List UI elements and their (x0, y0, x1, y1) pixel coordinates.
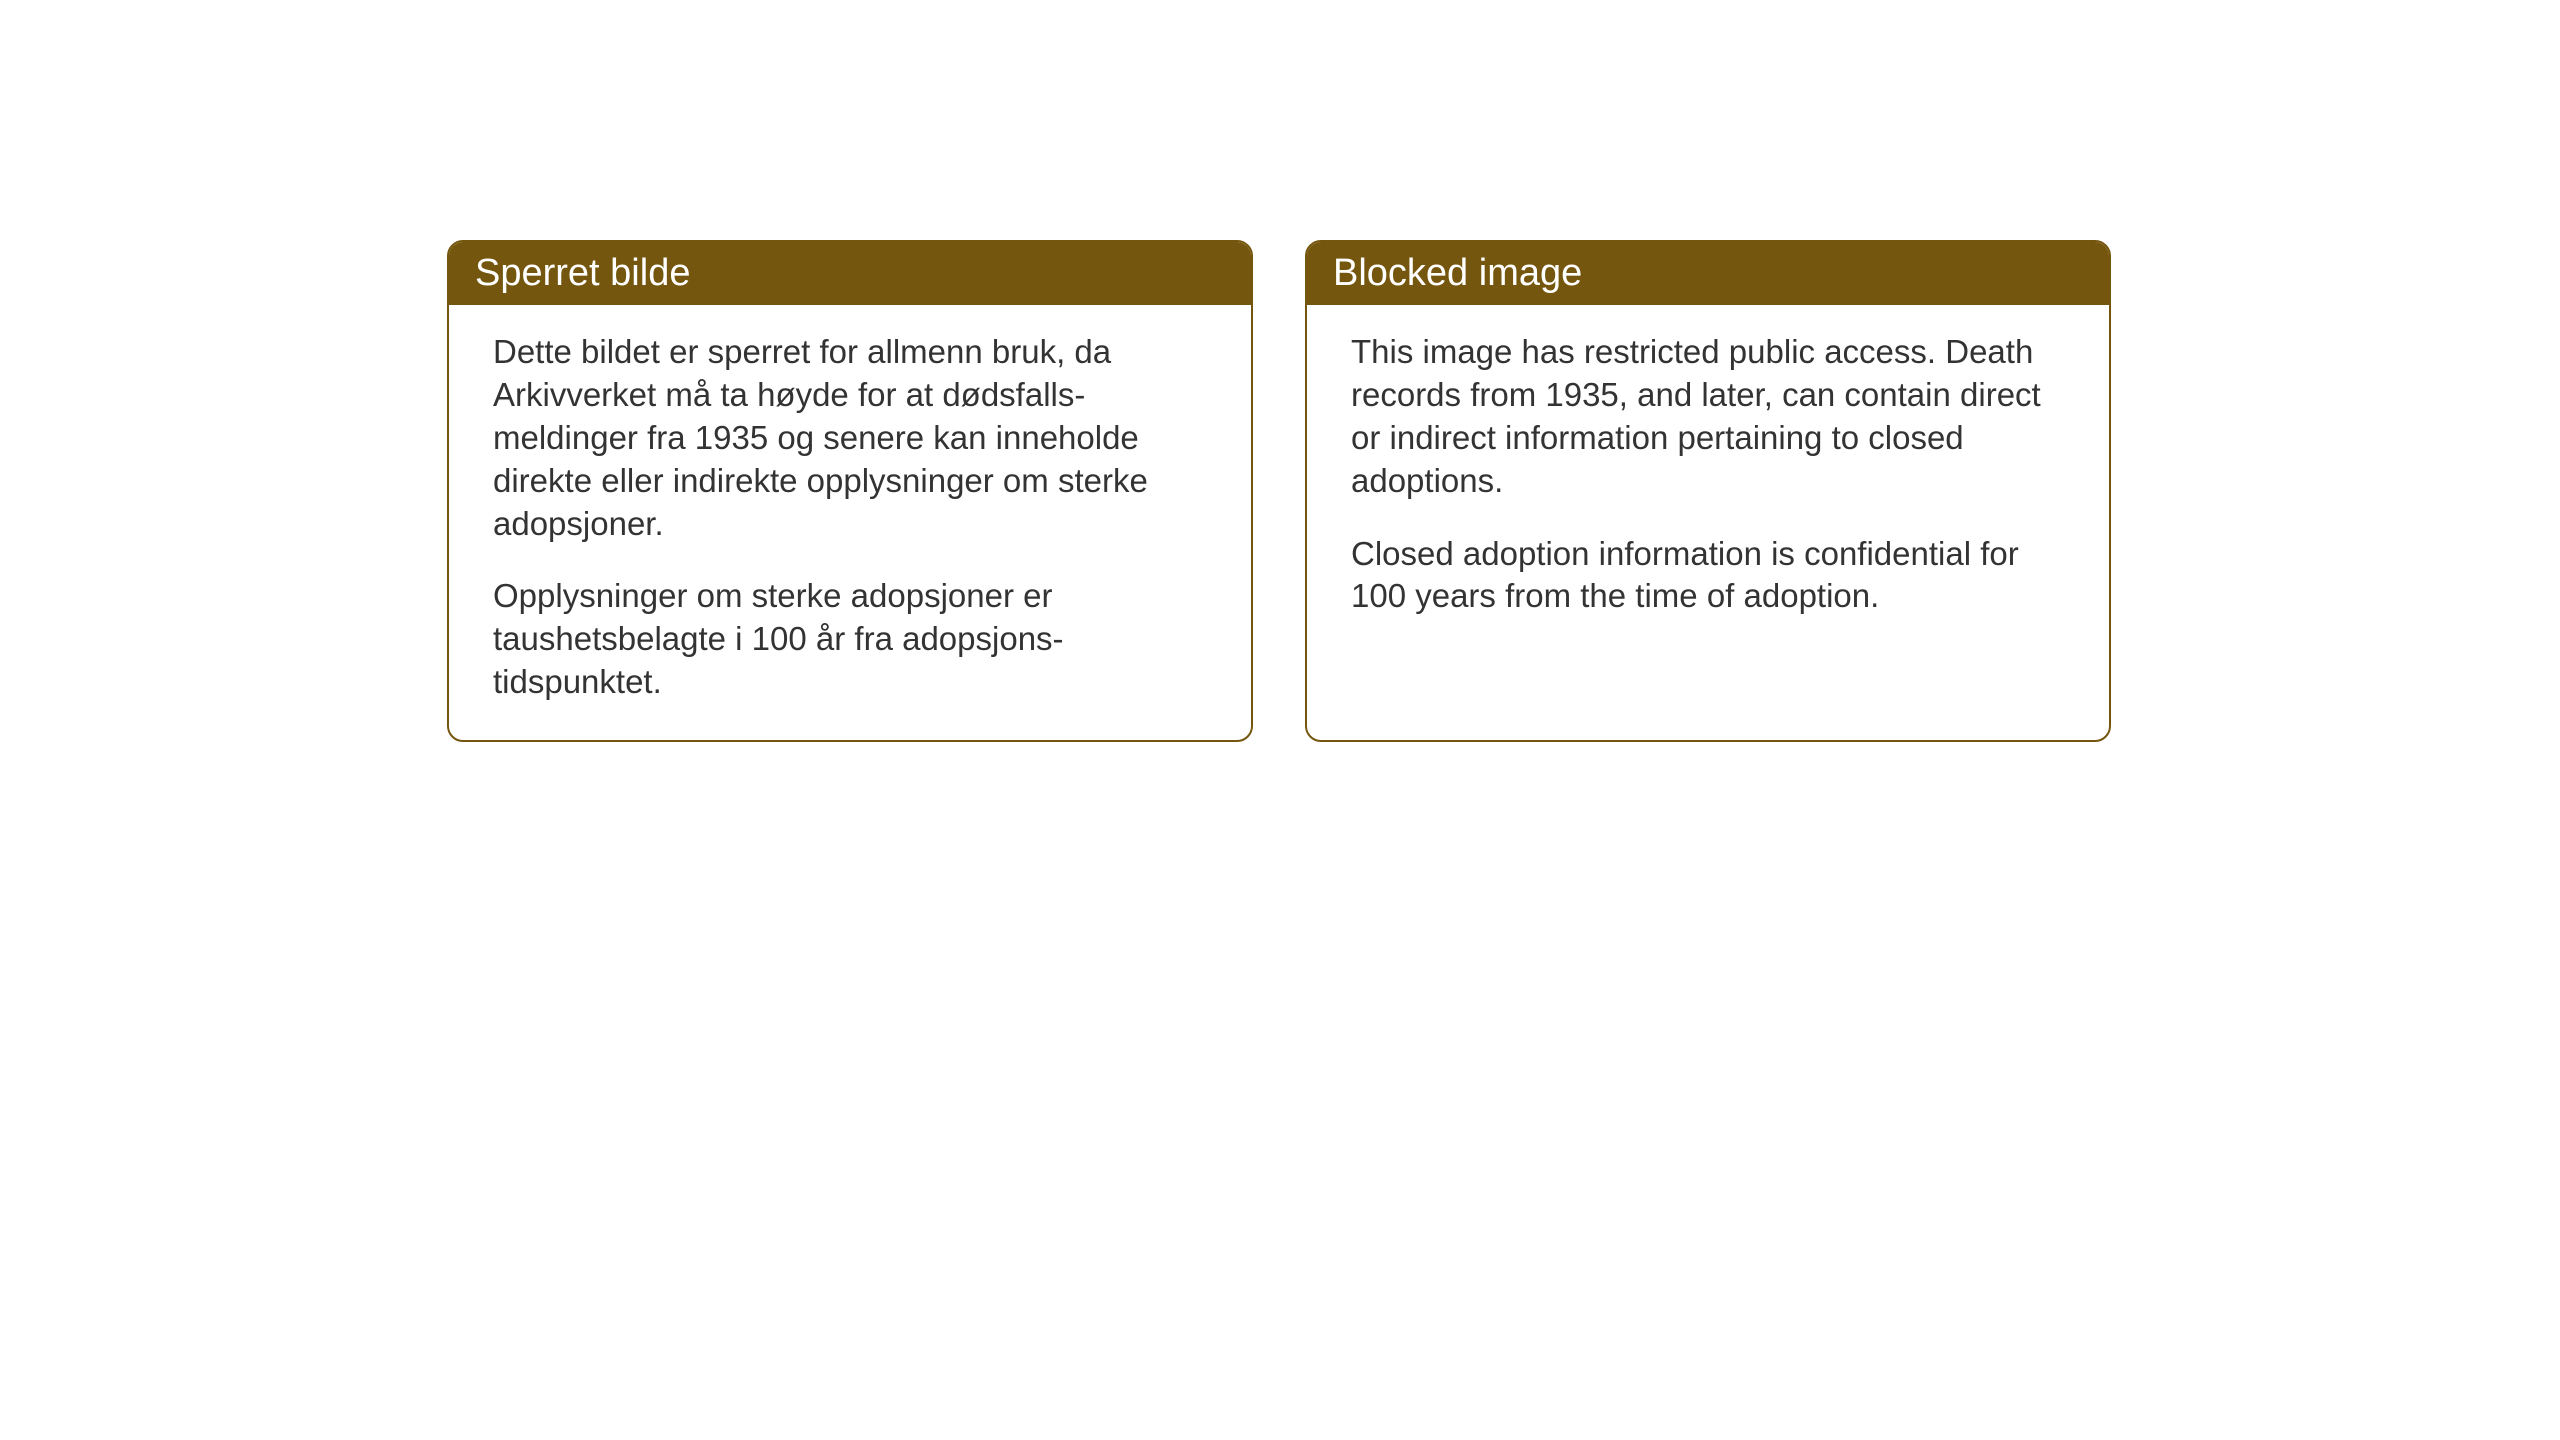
card-norwegian-header: Sperret bilde (449, 242, 1251, 305)
card-norwegian-title: Sperret bilde (475, 252, 690, 294)
card-norwegian-paragraph-1: Dette bildet er sperret for allmenn bruk… (493, 331, 1207, 545)
card-english-title: Blocked image (1333, 252, 1582, 294)
card-norwegian-paragraph-2: Opplysninger om sterke adopsjoner er tau… (493, 575, 1207, 704)
info-cards-container: Sperret bilde Dette bildet er sperret fo… (447, 240, 2111, 742)
card-english-header: Blocked image (1307, 242, 2109, 305)
card-english-body: This image has restricted public access.… (1307, 305, 2109, 654)
card-english: Blocked image This image has restricted … (1305, 240, 2111, 742)
card-english-paragraph-2: Closed adoption information is confident… (1351, 533, 2065, 619)
card-english-paragraph-1: This image has restricted public access.… (1351, 331, 2065, 503)
card-norwegian-body: Dette bildet er sperret for allmenn bruk… (449, 305, 1251, 740)
card-norwegian: Sperret bilde Dette bildet er sperret fo… (447, 240, 1253, 742)
